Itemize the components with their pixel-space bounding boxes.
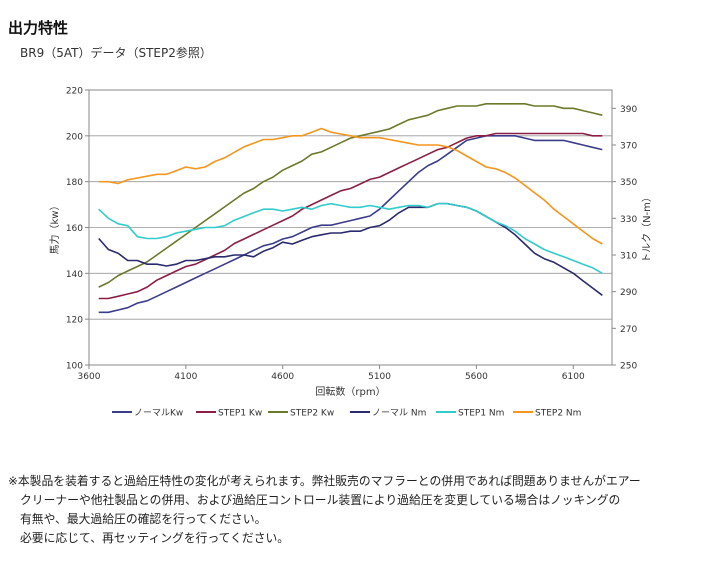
note-line: ※本製品を装着すると過給圧特性の変化が考えられます。弊社販売のマフラーとの併用で… xyxy=(8,474,641,488)
legend-label: STEP2 Kw xyxy=(290,409,334,419)
series-line-3 xyxy=(98,102,603,288)
y-tick-label: 120 xyxy=(66,316,83,326)
x-tick-label: 6100 xyxy=(562,372,585,382)
y2-tick-label: 290 xyxy=(620,288,637,298)
x-tick-label: 4100 xyxy=(174,372,197,382)
x-tick-label: 5600 xyxy=(465,372,488,382)
y2-tick-label: 250 xyxy=(620,362,637,372)
y-tick-label: 160 xyxy=(66,224,83,234)
legend-label: ノーマルKw xyxy=(134,409,183,419)
page-title: 出力特性 xyxy=(8,19,69,37)
y2-tick-label: 330 xyxy=(620,215,637,225)
chart-svg: 100 120 140 160 180 200 220 250 270 290 310 330 350 3… xyxy=(48,87,653,419)
y2-tick-label: 350 xyxy=(620,178,637,188)
series-line-6 xyxy=(98,127,603,245)
y2-axis-label: トルク（N-m） xyxy=(641,192,653,263)
x-axis-label: 回転数（rpm） xyxy=(315,385,385,398)
power-torque-chart: 100 120 140 160 180 200 220 250 270 290 310 330 350 3… xyxy=(0,70,707,440)
series-line-4 xyxy=(98,202,603,296)
legend-label: STEP2 Nm xyxy=(535,409,581,419)
series-line-5 xyxy=(98,202,603,274)
y2-tick-label: 370 xyxy=(620,142,637,152)
legend-label: ノーマル Nm xyxy=(372,409,426,419)
legend-label: STEP1 Nm xyxy=(458,409,504,419)
y2-tick-label: 310 xyxy=(620,252,637,262)
x-tick-label: 3600 xyxy=(78,372,101,382)
series-line-2 xyxy=(98,132,603,300)
note-line: 必要に応じて、再セッティングを行ってください。 xyxy=(20,531,290,545)
y-tick-label: 140 xyxy=(66,270,83,280)
y2-tick-label: 270 xyxy=(620,325,637,335)
y-tick-label: 180 xyxy=(66,178,83,188)
x-tick-label: 5100 xyxy=(368,372,391,382)
y-tick-label: 100 xyxy=(66,362,83,372)
y-axis-label: 馬力（kw） xyxy=(48,201,61,255)
series-line-1 xyxy=(98,135,603,314)
note-line: 有無や、最大過給圧の確認を行ってください。 xyxy=(20,512,267,526)
y2-tick-label: 390 xyxy=(620,105,637,115)
x-tick-label: 4600 xyxy=(271,372,294,382)
y-tick-label: 220 xyxy=(66,87,83,97)
y-tick-label: 200 xyxy=(66,132,83,142)
note-line: クリーナーや他社製品との併用、および過給圧コントロール装置により過給圧を変更して… xyxy=(20,493,621,507)
chart-subtitle: BR9（5AT）データ（STEP2参照） xyxy=(20,46,212,60)
legend-label: STEP1 Kw xyxy=(218,409,262,419)
notes: ※本製品を装着すると過給圧特性の変化が考えられます。弊社販売のマフラーとの併用で… xyxy=(8,472,698,548)
